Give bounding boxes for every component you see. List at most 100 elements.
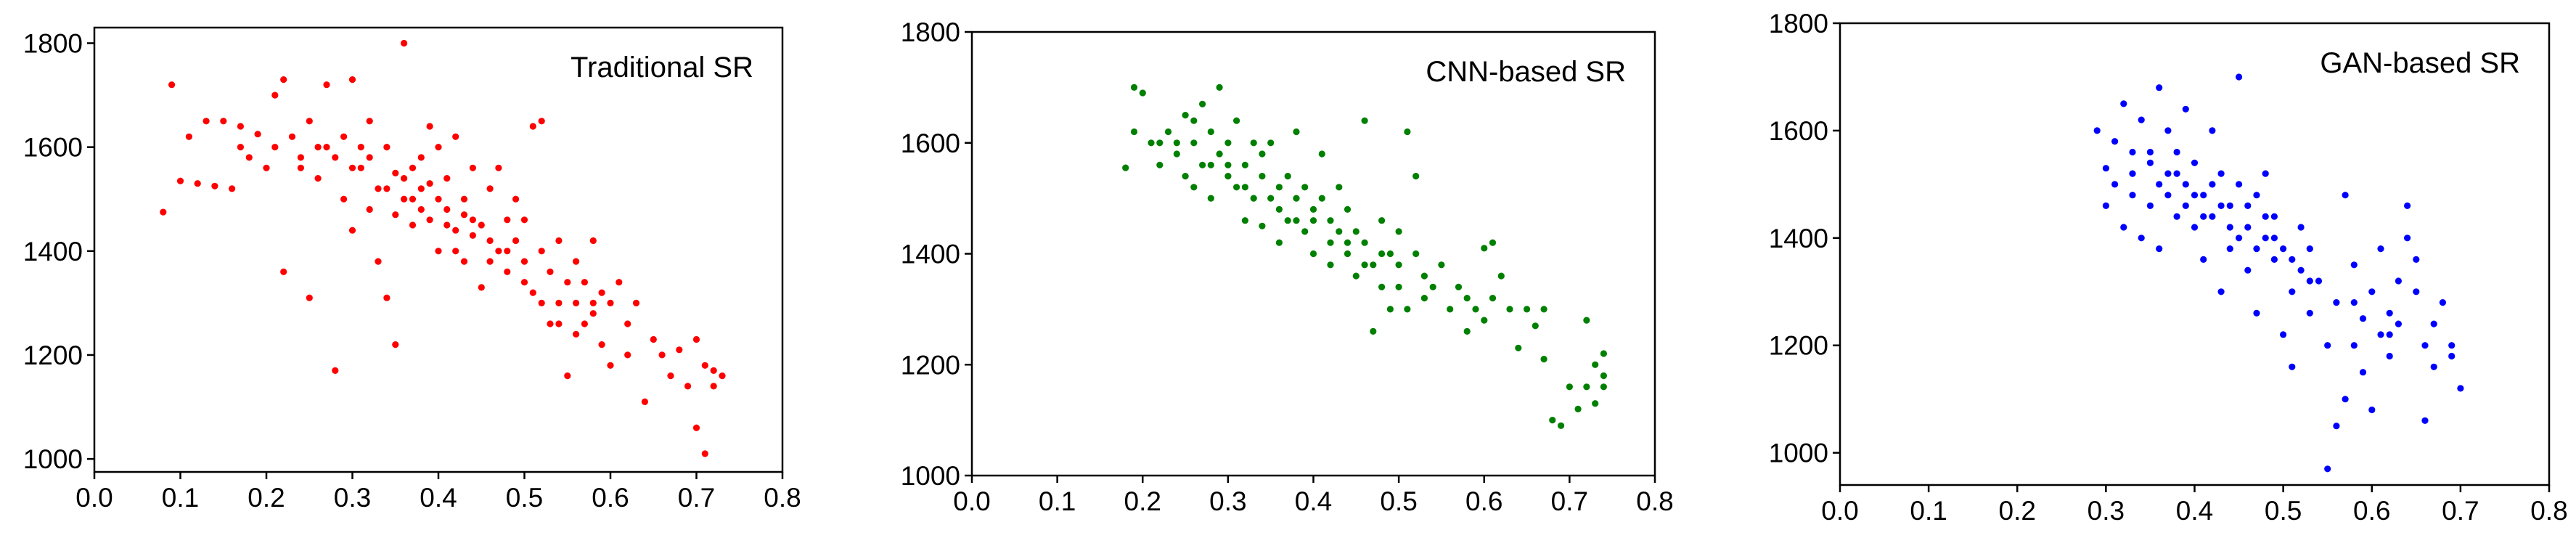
data-point [1336, 228, 1343, 235]
data-point [2342, 192, 2349, 199]
data-point [1148, 139, 1155, 147]
data-point [1524, 306, 1531, 313]
data-point [2404, 235, 2411, 242]
data-point [1250, 195, 1257, 202]
data-point [1352, 228, 1359, 235]
data-point [2226, 224, 2233, 231]
data-point [1190, 117, 1198, 124]
data-point [1583, 317, 1590, 324]
data-point [1429, 283, 1436, 290]
data-point [366, 205, 373, 213]
data-point [280, 268, 287, 275]
data-point [1447, 306, 1454, 313]
data-point [2182, 105, 2189, 113]
data-point [1463, 327, 1471, 335]
data-point [2289, 363, 2296, 370]
data-point [520, 258, 528, 265]
x-tick-label: 0.0 [75, 483, 113, 513]
data-point [2306, 245, 2313, 253]
x-tick-label: 0.7 [2442, 496, 2479, 526]
x-tick-label: 0.4 [1295, 486, 1332, 516]
data-point [512, 237, 520, 245]
y-tick-label: 1400 [901, 240, 960, 269]
data-point [684, 383, 692, 390]
data-point [1327, 261, 1334, 269]
data-point [632, 299, 640, 306]
data-point [1241, 217, 1248, 224]
data-point [392, 169, 399, 176]
data-point [1241, 161, 1248, 168]
data-point [1199, 161, 1206, 168]
data-point [435, 195, 442, 203]
data-point [1481, 317, 1488, 324]
data-point [1336, 184, 1343, 191]
data-point [478, 221, 485, 229]
data-point [1164, 128, 1172, 136]
data-point [2182, 202, 2189, 209]
data-point [2217, 288, 2225, 296]
data-point [443, 221, 451, 229]
y-tick-label: 1000 [23, 444, 83, 474]
data-point [512, 195, 520, 203]
panel-title: Traditional SR [571, 52, 753, 83]
data-point [460, 258, 468, 265]
data-point [2138, 116, 2145, 123]
data-point [2164, 127, 2172, 134]
data-point [1540, 306, 1547, 313]
data-point [1293, 195, 1300, 202]
data-point [1532, 322, 1539, 330]
data-point [1549, 417, 1556, 424]
data-point [203, 118, 210, 125]
data-point [460, 195, 468, 203]
data-point [332, 154, 339, 161]
data-point [409, 195, 417, 203]
data-point [495, 248, 502, 255]
data-point [383, 144, 391, 151]
data-point [469, 216, 477, 224]
data-point [667, 372, 674, 380]
data-point [168, 81, 176, 89]
data-point [2297, 266, 2305, 274]
data-point [650, 335, 657, 343]
data-point [1370, 327, 1377, 335]
y-tick-label: 1400 [23, 237, 83, 266]
panel-title: GAN-based SR [2320, 47, 2520, 79]
data-point [2200, 192, 2207, 199]
data-point [2421, 342, 2429, 349]
data-point [271, 144, 279, 151]
data-point [2368, 406, 2376, 414]
x-tick-label: 0.3 [2088, 496, 2125, 526]
data-points [2093, 73, 2464, 473]
data-point [357, 144, 364, 151]
data-point [435, 144, 442, 151]
data-point [375, 185, 382, 192]
data-point [555, 299, 563, 306]
data-point [607, 299, 614, 306]
data-point [160, 208, 167, 216]
data-point [348, 76, 356, 83]
data-point [1284, 173, 1291, 180]
x-tick-label: 0.5 [1380, 486, 1417, 516]
data-point [2315, 277, 2323, 285]
data-point [589, 310, 597, 317]
data-point [435, 248, 442, 255]
scatter-panel-2: 0.0 0.1 0.2 0.3 0.4 0.5 0.6 0.7 0.8 1000 1200 1400 1… [901, 17, 1674, 516]
data-point [710, 367, 717, 374]
data-point [2236, 181, 2243, 188]
data-point [520, 216, 528, 224]
data-point [486, 185, 494, 192]
data-point [323, 144, 330, 151]
data-point [2209, 127, 2216, 134]
data-point [1438, 261, 1445, 269]
x-tick-label: 0.5 [2265, 496, 2302, 526]
x-tick-label: 0.6 [592, 483, 629, 513]
data-point [2164, 170, 2172, 177]
data-point [1224, 173, 1232, 180]
data-point [2280, 245, 2287, 253]
data-point [306, 118, 313, 125]
data-point [573, 299, 580, 306]
data-point [2200, 213, 2207, 220]
data-point [2289, 256, 2296, 263]
data-point [2395, 320, 2402, 327]
data-point [2226, 202, 2233, 209]
